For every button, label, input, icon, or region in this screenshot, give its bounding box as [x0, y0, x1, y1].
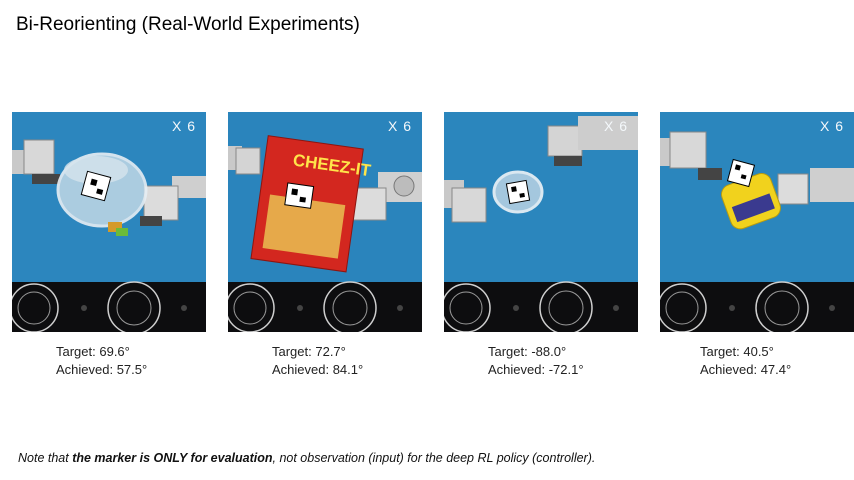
- experiment-video-2: CHEEZ-IT X 6: [228, 112, 422, 332]
- page-title: Bi-Reorienting (Real-World Experiments): [16, 14, 360, 35]
- achieved-angle: Achieved: 47.4°: [700, 362, 792, 377]
- experiment-video-4: X 6: [660, 112, 854, 332]
- note-prefix: Note that: [18, 451, 73, 465]
- note-suffix: , not observation (input) for the deep R…: [272, 451, 596, 465]
- note-emphasis: the marker is ONLY for evaluation: [72, 451, 273, 465]
- experiment-video-1: X 6: [12, 112, 206, 332]
- speed-label: X 6: [819, 118, 844, 134]
- experiment-caption-1: Target: 69.6° Achieved: 57.5°: [56, 343, 147, 379]
- experiment-caption-3: Target: -88.0° Achieved: -72.1°: [488, 343, 584, 379]
- speed-label: X 6: [387, 118, 412, 134]
- experiment-video-3: X 6: [444, 112, 638, 332]
- target-angle: Target: 72.7°: [272, 344, 346, 359]
- target-angle: Target: 69.6°: [56, 344, 130, 359]
- evaluation-note: Note that the marker is ONLY for evaluat…: [18, 451, 595, 465]
- target-angle: Target: 40.5°: [700, 344, 774, 359]
- experiment-caption-2: Target: 72.7° Achieved: 84.1°: [272, 343, 363, 379]
- speed-label: X 6: [603, 118, 628, 134]
- speed-label: X 6: [171, 118, 196, 134]
- achieved-angle: Achieved: -72.1°: [488, 362, 584, 377]
- experiment-caption-4: Target: 40.5° Achieved: 47.4°: [700, 343, 791, 379]
- achieved-angle: Achieved: 84.1°: [272, 362, 364, 377]
- achieved-angle: Achieved: 57.5°: [56, 362, 148, 377]
- target-angle: Target: -88.0°: [488, 344, 567, 359]
